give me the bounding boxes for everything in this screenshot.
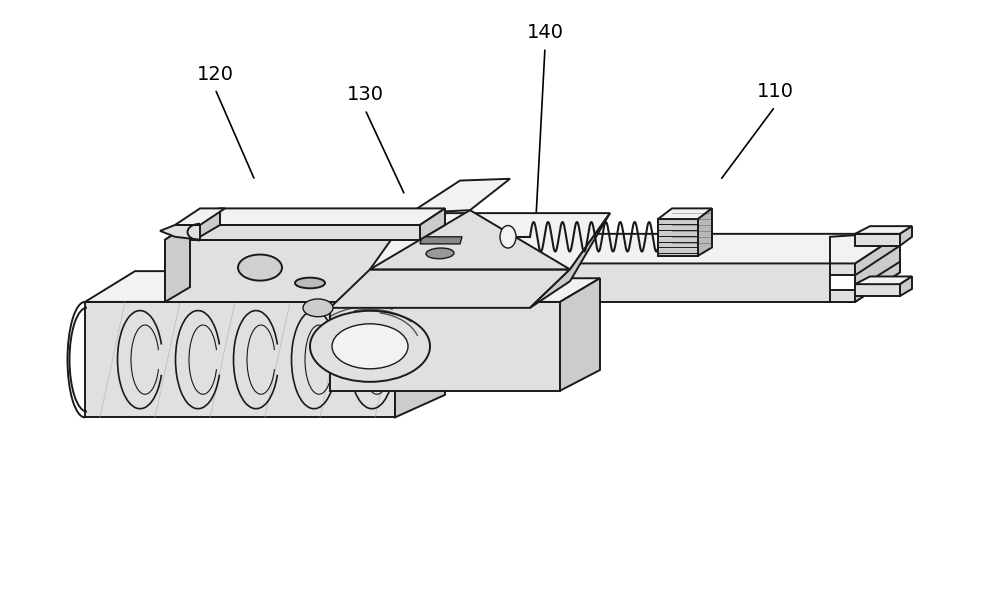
Polygon shape bbox=[855, 276, 912, 284]
Polygon shape bbox=[195, 208, 220, 240]
Polygon shape bbox=[698, 208, 712, 256]
Text: 120: 120 bbox=[196, 65, 234, 83]
Ellipse shape bbox=[295, 278, 325, 288]
Polygon shape bbox=[165, 240, 420, 302]
Polygon shape bbox=[560, 278, 600, 391]
Polygon shape bbox=[165, 224, 445, 240]
Polygon shape bbox=[530, 213, 610, 308]
Circle shape bbox=[303, 299, 333, 317]
Polygon shape bbox=[855, 234, 900, 275]
Polygon shape bbox=[330, 302, 560, 391]
Polygon shape bbox=[395, 234, 900, 263]
Polygon shape bbox=[410, 179, 510, 213]
Polygon shape bbox=[658, 208, 712, 219]
Ellipse shape bbox=[500, 226, 516, 248]
Polygon shape bbox=[160, 225, 200, 240]
Ellipse shape bbox=[426, 248, 454, 259]
Polygon shape bbox=[830, 275, 855, 290]
Polygon shape bbox=[420, 208, 445, 240]
Polygon shape bbox=[195, 225, 420, 240]
Polygon shape bbox=[855, 234, 900, 302]
Text: 110: 110 bbox=[757, 82, 794, 101]
Circle shape bbox=[310, 311, 430, 382]
Circle shape bbox=[332, 324, 408, 369]
Polygon shape bbox=[330, 278, 600, 302]
Polygon shape bbox=[855, 226, 912, 234]
Polygon shape bbox=[395, 263, 855, 302]
Polygon shape bbox=[330, 269, 570, 308]
Polygon shape bbox=[830, 290, 855, 302]
Polygon shape bbox=[175, 208, 225, 225]
Polygon shape bbox=[830, 234, 900, 263]
Polygon shape bbox=[900, 276, 912, 296]
Polygon shape bbox=[370, 213, 610, 269]
Polygon shape bbox=[195, 208, 445, 225]
Polygon shape bbox=[85, 302, 395, 417]
Polygon shape bbox=[855, 234, 900, 246]
Polygon shape bbox=[830, 263, 855, 275]
Text: 130: 130 bbox=[347, 85, 384, 104]
Polygon shape bbox=[855, 262, 900, 302]
Polygon shape bbox=[855, 284, 900, 296]
Polygon shape bbox=[395, 271, 445, 417]
Polygon shape bbox=[900, 226, 912, 246]
Polygon shape bbox=[420, 237, 462, 244]
Polygon shape bbox=[658, 219, 698, 256]
Polygon shape bbox=[165, 224, 190, 302]
Circle shape bbox=[238, 255, 282, 281]
Polygon shape bbox=[370, 210, 570, 269]
Circle shape bbox=[406, 336, 434, 353]
Polygon shape bbox=[85, 271, 445, 302]
Text: 140: 140 bbox=[526, 23, 564, 42]
